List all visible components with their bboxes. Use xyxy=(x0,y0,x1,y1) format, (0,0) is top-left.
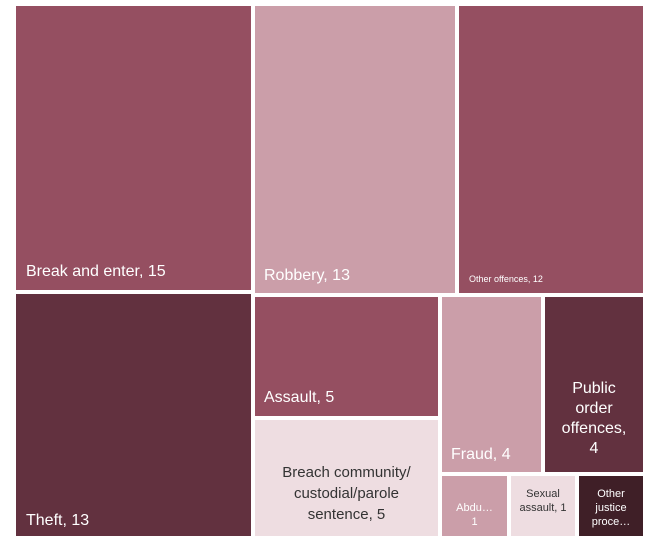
tile-fraud: Fraud, 4 xyxy=(442,297,541,472)
tile-label-other-offences: Other offences, 12 xyxy=(469,274,543,285)
tile-other-offences: Other offences, 12 xyxy=(459,6,643,293)
tile-theft: Theft, 13 xyxy=(16,294,251,536)
tile-sexual-assault: Sexual assault, 1 xyxy=(511,476,575,536)
tile-label-theft: Theft, 13 xyxy=(26,511,90,529)
tile-label-fraud: Fraud, 4 xyxy=(451,445,511,463)
tile-label-public-order-offences: Public order offences, 4 xyxy=(561,380,627,457)
tile-public-order-offences: Public order offences, 4 xyxy=(545,297,643,472)
tile-abduction: Abdu… 1 xyxy=(442,476,507,536)
tile-assault: Assault, 5 xyxy=(255,297,438,416)
tile-label-robbery: Robbery, 13 xyxy=(264,266,350,284)
tile-break-and-enter: Break and enter, 15 xyxy=(16,6,251,290)
tile-label-other-justice-procedures: Other justice proce… xyxy=(591,488,631,528)
tile-other-justice-procedures: Other justice proce… xyxy=(579,476,643,536)
tile-breach-sentence: Breach community/ custodial/parole sente… xyxy=(255,420,438,536)
tile-robbery: Robbery, 13 xyxy=(255,6,455,293)
tile-label-break-and-enter: Break and enter, 15 xyxy=(26,262,166,280)
tile-label-sexual-assault: Sexual assault, 1 xyxy=(519,488,567,514)
tile-label-assault: Assault, 5 xyxy=(264,388,335,406)
tile-label-breach-sentence: Breach community/ custodial/parole sente… xyxy=(282,464,411,523)
tile-label-abduction: Abdu… 1 xyxy=(456,502,493,528)
